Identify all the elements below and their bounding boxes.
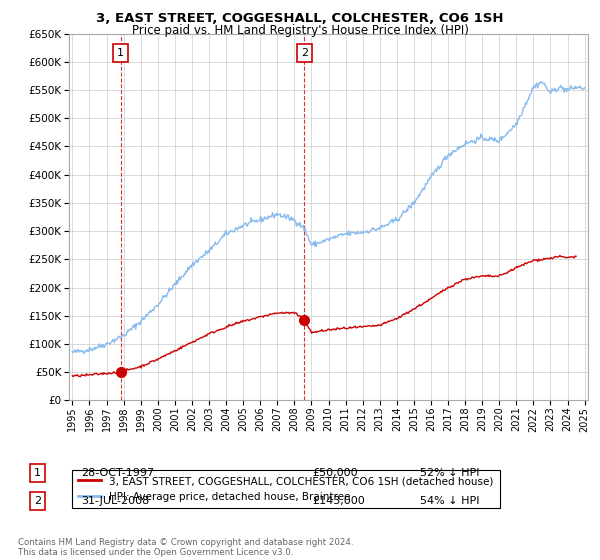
Text: 2: 2 [301,48,308,58]
Text: Contains HM Land Registry data © Crown copyright and database right 2024.
This d: Contains HM Land Registry data © Crown c… [18,538,353,557]
Text: 2: 2 [34,496,41,506]
Text: 1: 1 [34,468,41,478]
Text: 52% ↓ HPI: 52% ↓ HPI [420,468,479,478]
Text: 31-JUL-2008: 31-JUL-2008 [81,496,149,506]
Text: 3, EAST STREET, COGGESHALL, COLCHESTER, CO6 1SH: 3, EAST STREET, COGGESHALL, COLCHESTER, … [96,12,504,25]
Text: £143,000: £143,000 [312,496,365,506]
Text: 54% ↓ HPI: 54% ↓ HPI [420,496,479,506]
Legend: 3, EAST STREET, COGGESHALL, COLCHESTER, CO6 1SH (detached house), HPI: Average p: 3, EAST STREET, COGGESHALL, COLCHESTER, … [71,470,500,508]
Text: Price paid vs. HM Land Registry's House Price Index (HPI): Price paid vs. HM Land Registry's House … [131,24,469,36]
Text: 28-OCT-1997: 28-OCT-1997 [81,468,154,478]
Text: 1: 1 [117,48,124,58]
Text: £50,000: £50,000 [312,468,358,478]
